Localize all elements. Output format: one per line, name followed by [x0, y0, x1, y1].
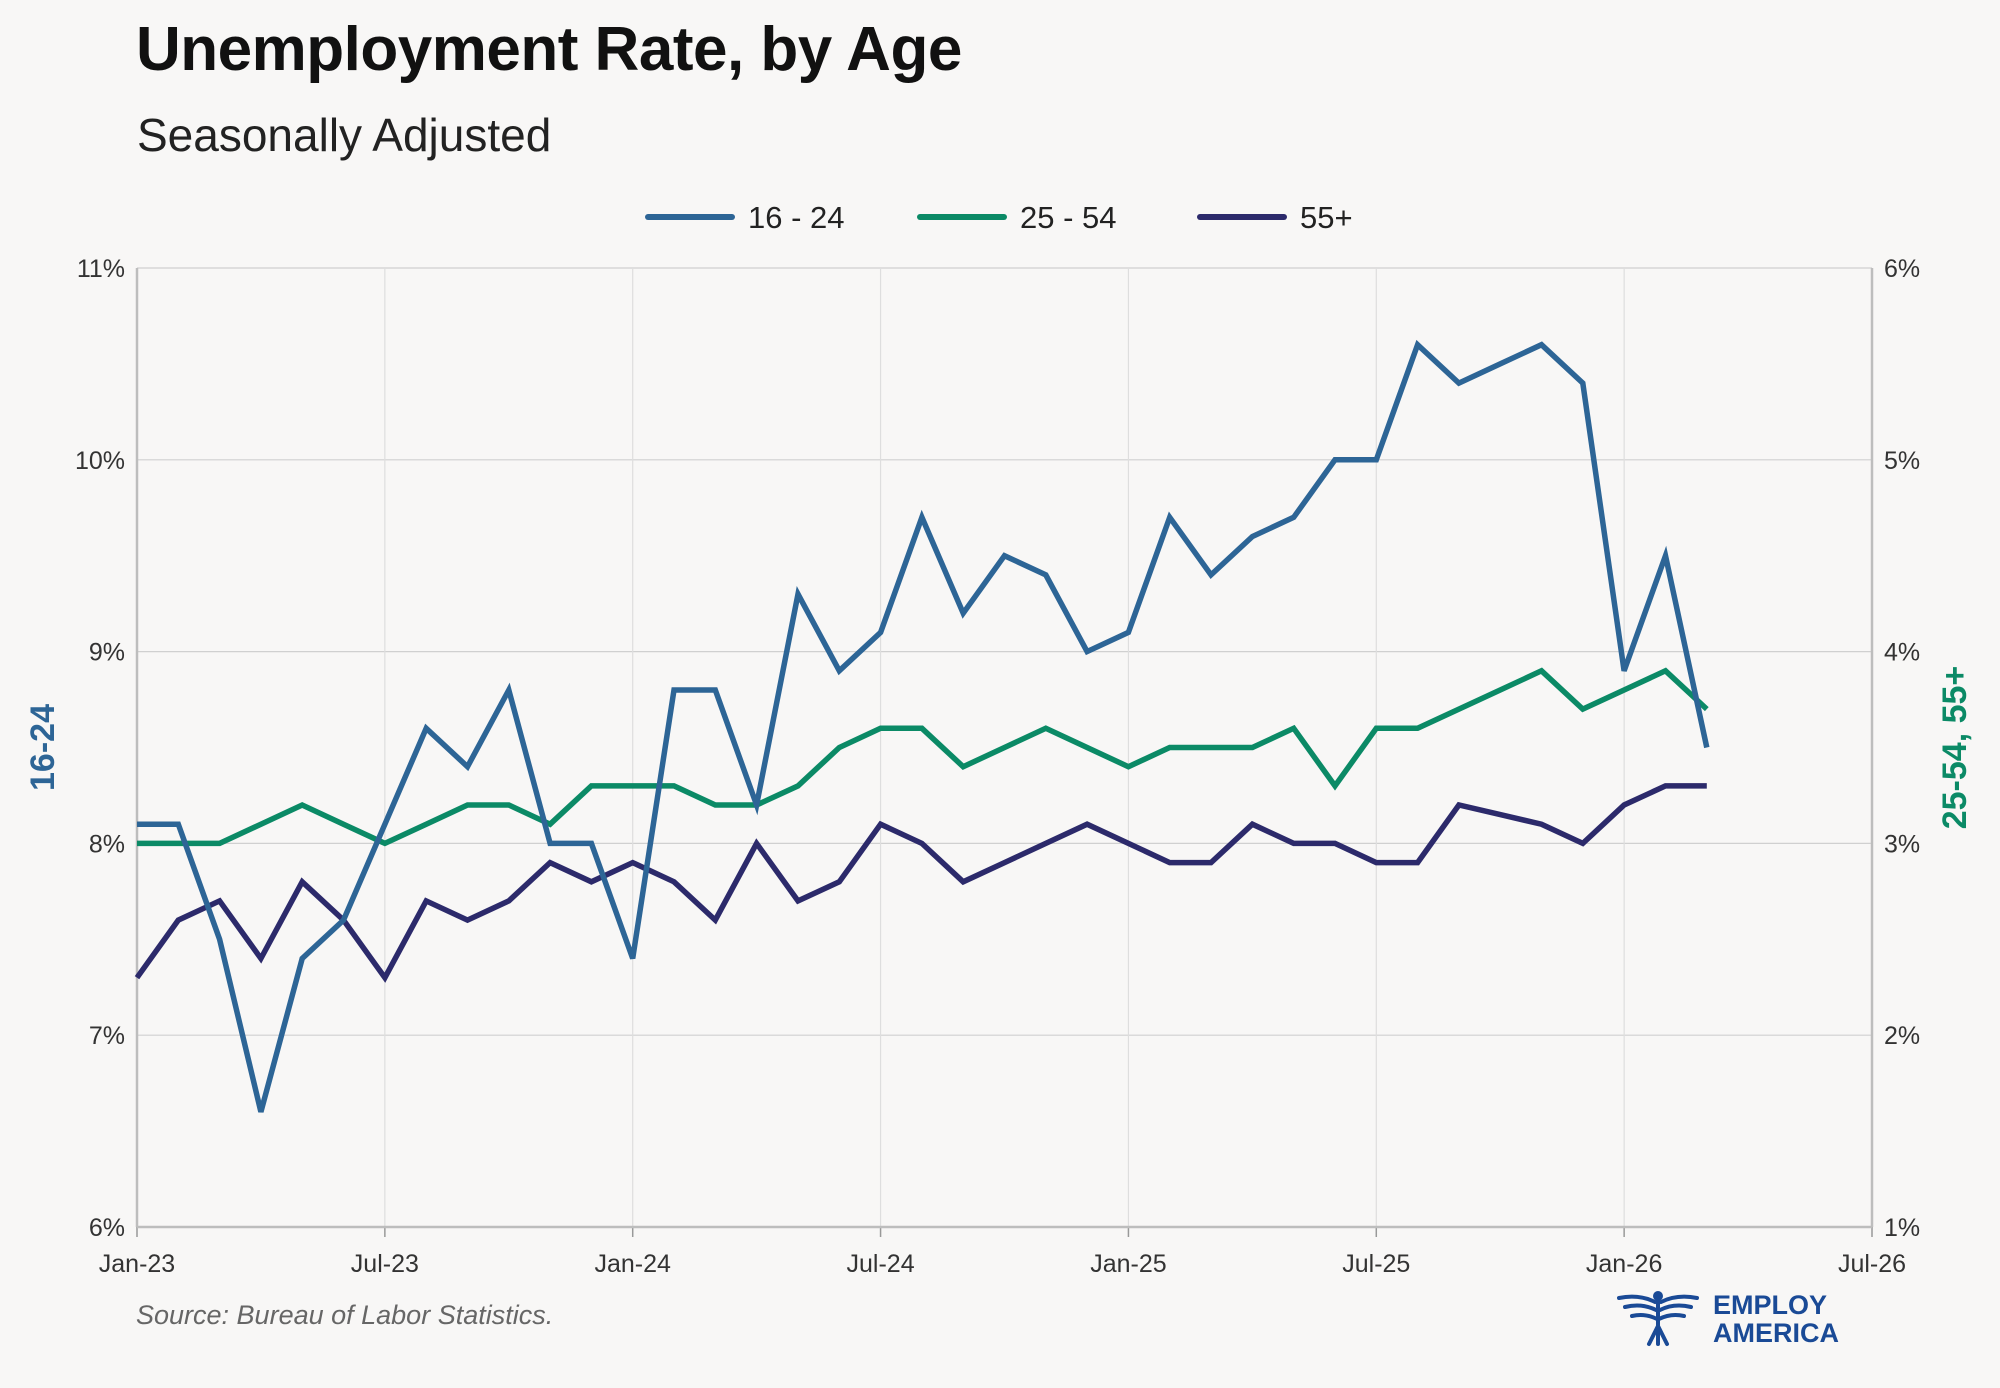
- y-left-tick-label: 11%: [77, 255, 125, 283]
- y-left-tick-label: 6%: [89, 1214, 125, 1242]
- grid: [137, 267, 1872, 1228]
- x-tick-label: Jul-24: [847, 1250, 915, 1278]
- y-right-tick-label: 6%: [1884, 255, 1920, 283]
- y-right-tick-label: 4%: [1884, 639, 1920, 667]
- logo-line-2: AMERICA: [1713, 1318, 1839, 1348]
- series-line-55-: [134, 783, 1707, 983]
- source-note: Source: Bureau of Labor Statistics.: [136, 1300, 554, 1330]
- x-tick-label: Jan-23: [99, 1250, 175, 1278]
- legend: 16 - 24 25 - 54 55+: [645, 200, 1353, 235]
- legend-label-3: 55+: [1300, 200, 1353, 235]
- y-right-tick-label: 5%: [1884, 447, 1920, 475]
- x-tick-label: Jul-23: [351, 1250, 419, 1278]
- legend-label-1: 16 - 24: [748, 200, 845, 235]
- y-right-tick-label: 2%: [1884, 1022, 1920, 1050]
- y-right-axis-title: 25-54, 55+: [1936, 666, 1974, 830]
- chart-title: Unemployment Rate, by Age: [136, 15, 962, 84]
- series: [134, 339, 1710, 1113]
- x-tick-label: Jan-26: [1586, 1250, 1662, 1278]
- eagle-logo-icon: [1617, 1291, 1699, 1346]
- y-left-axis-title: 16-24: [24, 704, 62, 791]
- x-tick-label: Jul-25: [1342, 1250, 1410, 1278]
- y-left-tick-label: 10%: [75, 447, 125, 475]
- series-line-16-24: [137, 339, 1710, 1113]
- y-left-tick-label: 9%: [89, 639, 125, 667]
- y-right-tick-label: 3%: [1884, 830, 1920, 858]
- x-tick-label: Jan-25: [1090, 1250, 1166, 1278]
- y-right-tick-label: 1%: [1884, 1214, 1920, 1242]
- x-tick-label: Jan-24: [594, 1250, 671, 1278]
- legend-label-2: 25 - 54: [1020, 200, 1117, 235]
- x-tick-label: Jul-26: [1838, 1250, 1906, 1278]
- logo-line-1: EMPLOY: [1713, 1290, 1828, 1320]
- employ-america-logo: EMPLOY AMERICA: [1615, 1290, 1839, 1348]
- series-line-25-54: [137, 667, 1709, 847]
- logo-wordmark: EMPLOY AMERICA: [1713, 1291, 1839, 1347]
- chart-subtitle: Seasonally Adjusted: [137, 109, 552, 161]
- y-left-tick-label: 8%: [89, 830, 125, 858]
- axes: 6% 1% 7% 2% 8% 3% 9% 4% 10% 5% 11% 6% Jan-23 Jul-23 Ja…: [24, 255, 1974, 1278]
- y-left-tick-label: 7%: [89, 1022, 125, 1050]
